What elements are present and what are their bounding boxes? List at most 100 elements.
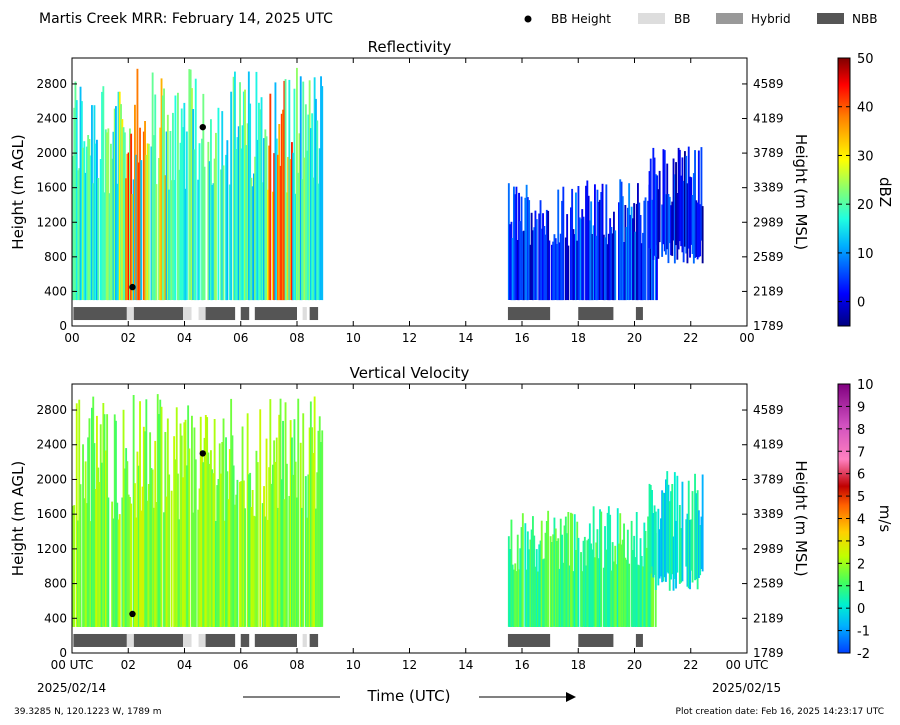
echo-column [595, 235, 598, 301]
echo-column [153, 507, 155, 627]
echo-column [296, 67, 298, 301]
echo-column [556, 541, 558, 627]
echo-column [587, 538, 590, 627]
creation-date-footer: Plot creation date: Feb 16, 2025 14:23:1… [676, 707, 884, 717]
echo-column [82, 444, 84, 627]
echo-column [154, 94, 157, 301]
echo-column [161, 95, 164, 301]
echo-column [647, 200, 650, 301]
echo-column [597, 201, 600, 300]
echo-column [580, 552, 582, 627]
echo-column [144, 121, 146, 301]
echo-column [543, 226, 546, 301]
echo-column [72, 505, 74, 627]
echo-column [225, 154, 227, 301]
echo-column [514, 563, 517, 627]
y-tick-label-right: 3789 [753, 472, 784, 486]
echo-column [220, 473, 222, 627]
echo-column [264, 516, 267, 627]
echo-column [313, 77, 316, 300]
echo-column [606, 244, 609, 301]
echo-column [604, 237, 606, 301]
echo-column [268, 145, 271, 300]
echo-column [263, 138, 265, 300]
bb-type-segment [126, 633, 134, 647]
echo-column [532, 230, 534, 301]
y-tick-label: 2000 [36, 146, 67, 160]
echo-column [255, 71, 258, 301]
echo-column [621, 196, 624, 301]
echo-column [177, 92, 179, 301]
echo-column [164, 175, 167, 300]
y-tick-label: 0 [59, 646, 67, 660]
echo-column [269, 399, 272, 627]
echo-column [312, 453, 315, 627]
echo-column [588, 523, 591, 627]
echo-column [211, 469, 214, 627]
echo-column [215, 521, 217, 627]
echo-column [230, 398, 233, 627]
y-tick-label: 1200 [36, 215, 67, 229]
echo-column [602, 234, 605, 301]
echo-column [667, 484, 670, 574]
echo-column [110, 143, 112, 301]
echo-column [74, 81, 77, 300]
echo-column [561, 200, 563, 301]
x-tick-label: 04 [177, 331, 192, 345]
echo-column [571, 188, 574, 300]
echo-column [643, 200, 646, 300]
echo-column [318, 148, 321, 301]
echo-column [294, 193, 297, 301]
echo-column [111, 501, 114, 627]
echo-column [210, 119, 212, 301]
x-tick-label: 04 [177, 658, 192, 672]
echo-column [299, 442, 302, 627]
echo-column [638, 565, 641, 627]
echo-column [648, 171, 651, 249]
x-tick-label: 02 [121, 658, 136, 672]
echo-column [545, 209, 548, 301]
echo-column [700, 516, 703, 569]
echo-column [273, 153, 276, 301]
echo-column [306, 517, 308, 627]
echo-column [221, 442, 224, 627]
echo-column [518, 569, 520, 627]
echo-column [136, 68, 139, 301]
echo-column [564, 516, 567, 627]
echo-column [662, 149, 665, 245]
echo-column [79, 484, 82, 627]
echo-column [562, 562, 565, 627]
echo-column [592, 225, 595, 301]
echo-column [678, 505, 681, 584]
echo-column [614, 545, 617, 627]
echo-column [94, 489, 97, 627]
echo-column [183, 102, 186, 301]
colorbar-tick-label: 4 [857, 513, 865, 528]
echo-column [570, 207, 572, 300]
echo-column [544, 532, 547, 627]
echo-column [204, 415, 207, 627]
echo-column [553, 517, 556, 627]
echo-column [687, 146, 690, 249]
echo-column [247, 474, 250, 627]
echo-column [302, 81, 305, 300]
echo-column [628, 563, 631, 627]
echo-column [663, 493, 666, 578]
echo-column [537, 571, 539, 627]
bb-type-segment [302, 633, 307, 647]
x-tick-label: 10 [346, 658, 361, 672]
echo-column [151, 72, 154, 300]
echo-column [697, 510, 700, 578]
echo-column [249, 103, 252, 301]
echo-column [264, 129, 267, 301]
echo-column [633, 535, 636, 627]
echo-column [91, 105, 93, 300]
echo-column [142, 426, 145, 627]
echo-column [279, 398, 282, 627]
echo-column [141, 486, 144, 627]
echo-column [563, 525, 566, 627]
echo-column [586, 540, 589, 627]
echo-column [311, 427, 314, 627]
reflectivity-colorbar: 50 40 30 20 10 0 dBZ [837, 52, 894, 327]
